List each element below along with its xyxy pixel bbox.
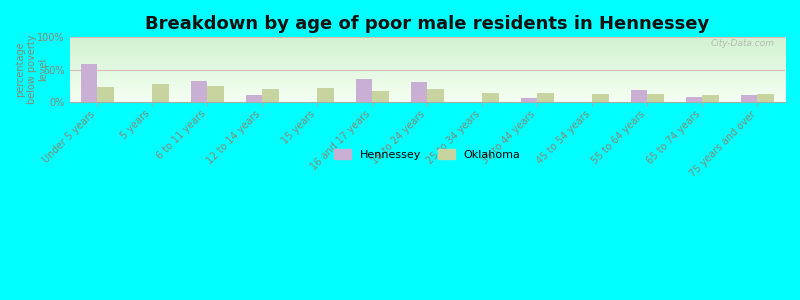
Bar — [262, 89, 278, 102]
Bar — [372, 91, 389, 102]
Bar — [538, 93, 554, 102]
Bar — [592, 94, 609, 102]
Bar — [317, 88, 334, 102]
Bar — [702, 95, 719, 102]
Bar — [207, 86, 224, 102]
Text: City-Data.com: City-Data.com — [710, 39, 774, 48]
Bar — [410, 82, 427, 102]
Bar — [97, 87, 114, 102]
Y-axis label: percentage
below poverty
level: percentage below poverty level — [15, 35, 48, 104]
Bar — [427, 89, 444, 102]
Legend: Hennessey, Oklahoma: Hennessey, Oklahoma — [330, 145, 525, 164]
Bar — [521, 98, 538, 102]
Bar — [482, 93, 499, 102]
Bar — [246, 95, 262, 102]
Title: Breakdown by age of poor male residents in Hennessey: Breakdown by age of poor male residents … — [145, 15, 710, 33]
Bar — [647, 94, 664, 102]
Bar — [152, 84, 169, 102]
Bar — [81, 64, 97, 102]
Bar — [190, 80, 207, 102]
Bar — [741, 95, 758, 102]
Bar — [356, 79, 372, 102]
Bar — [758, 94, 774, 102]
Bar — [631, 90, 647, 102]
Bar — [686, 97, 702, 102]
